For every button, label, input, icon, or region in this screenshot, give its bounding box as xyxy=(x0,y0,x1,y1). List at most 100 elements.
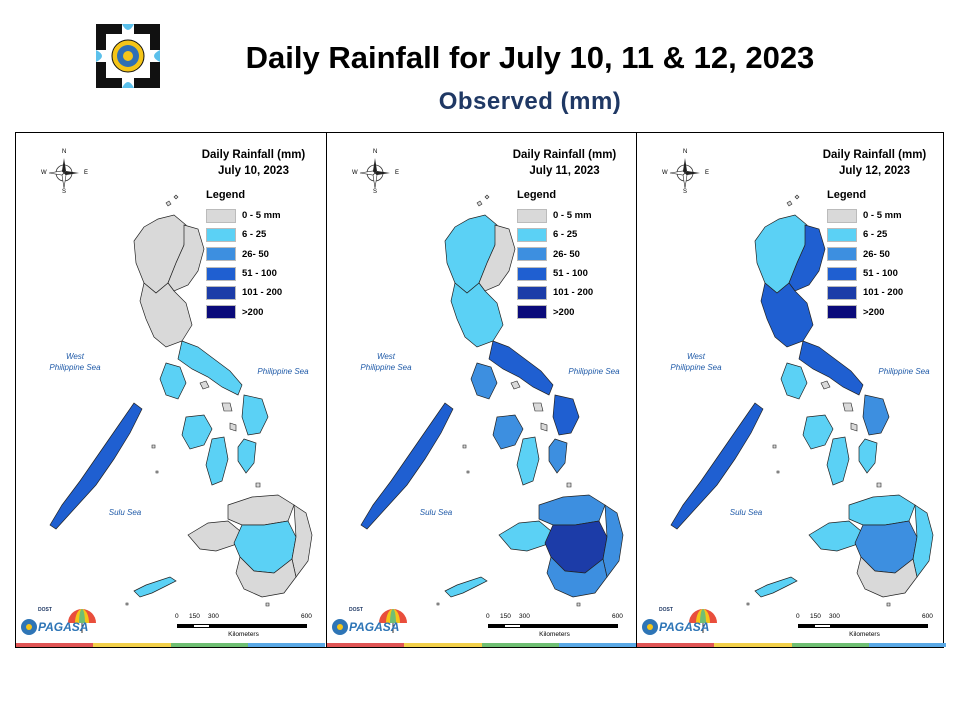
compass-s-label: S xyxy=(62,189,67,195)
panel-title: Daily Rainfall (mm) July 10, 2023 xyxy=(186,147,321,179)
color-strip xyxy=(637,643,946,647)
islet xyxy=(466,470,470,474)
panel-date: July 11, 2023 xyxy=(529,165,600,177)
legend-title: Legend xyxy=(206,189,246,201)
legend-title: Legend xyxy=(517,189,557,201)
panel-title: Daily Rainfall (mm) July 11, 2023 xyxy=(497,147,632,179)
region-mindoro xyxy=(470,362,498,400)
compass-w-label: W xyxy=(352,170,358,176)
legend-label: 26- 50 xyxy=(242,248,269,260)
legend-swatch xyxy=(827,285,857,300)
legend-swatch xyxy=(206,285,236,300)
color-strip-segment xyxy=(327,643,405,647)
islet xyxy=(173,194,179,200)
region-mindanao-south xyxy=(546,556,608,598)
islet xyxy=(820,380,831,390)
legend-swatch xyxy=(206,208,236,223)
region-leyte xyxy=(858,438,878,474)
color-strip-segment xyxy=(558,643,636,647)
islet xyxy=(199,380,210,390)
panel-date: July 10, 2023 xyxy=(218,165,289,177)
pagasa-logo: PAGASA DOST xyxy=(20,603,116,643)
region-bicol xyxy=(177,340,243,396)
compass-w-label: W xyxy=(41,170,47,176)
legend-row: 51 - 100 xyxy=(827,264,942,283)
pagasa-logo: PAGASA DOST xyxy=(641,603,737,643)
islet xyxy=(842,402,854,412)
color-strip-segment xyxy=(714,643,792,647)
color-strip-segment xyxy=(170,643,248,647)
region-samar xyxy=(241,394,269,436)
legend-row: 101 - 200 xyxy=(517,283,632,302)
region-mindoro xyxy=(780,362,808,400)
legend-label: 101 - 200 xyxy=(242,287,283,299)
color-strip-segment xyxy=(637,643,715,647)
pagasa-wordmark: PAGASA xyxy=(349,620,400,634)
legend-label: 51 - 100 xyxy=(553,268,588,280)
map-panel-july-10: N S W E Daily Rainfall (mm) July 10, 202… xyxy=(16,133,325,647)
compass-s-label: S xyxy=(373,189,378,195)
color-strip-segment xyxy=(791,643,869,647)
compass-n-label: N xyxy=(62,149,67,155)
map-panels-frame: N S W E Daily Rainfall (mm) July 10, 202… xyxy=(15,132,946,648)
islet xyxy=(125,602,129,606)
legend: Legend 0 - 5 mm 6 - 25 26- 50 51 - 100 101 -… xyxy=(827,189,942,322)
legend-label: >200 xyxy=(242,306,264,318)
region-negros xyxy=(826,436,850,486)
region-bicol xyxy=(488,340,554,396)
sea-label-west-philippine: West Philippine Sea xyxy=(670,352,722,372)
sea-label-philippine: Philippine Sea xyxy=(568,367,620,376)
region-leyte xyxy=(237,438,257,474)
legend-swatch xyxy=(206,266,236,281)
islet xyxy=(876,482,882,488)
pagasa-seal-logo xyxy=(96,24,160,88)
islet xyxy=(540,422,548,432)
legend-row: 26- 50 xyxy=(827,245,942,264)
legend-label: 26- 50 xyxy=(553,248,580,260)
legend-label: 0 - 5 mm xyxy=(242,210,281,222)
region-panay xyxy=(181,414,213,450)
legend-label: 101 - 200 xyxy=(553,287,594,299)
region-samar xyxy=(552,394,580,436)
compass-e-label: E xyxy=(395,170,400,176)
region-cagayan xyxy=(478,224,516,292)
legend-label: 101 - 200 xyxy=(863,287,904,299)
dost-label: DOST xyxy=(38,607,52,613)
scale-tick-300: 300 xyxy=(519,613,530,620)
legend-row: 6 - 25 xyxy=(517,225,632,244)
region-luzon-central xyxy=(760,282,814,348)
panel-title-text: Daily Rainfall (mm) xyxy=(201,149,306,161)
scale-tick-0: 0 xyxy=(175,613,179,620)
legend-row: 101 - 200 xyxy=(206,283,321,302)
islet xyxy=(850,422,858,432)
philippines-map xyxy=(670,194,934,607)
islet xyxy=(265,602,270,607)
region-sulu xyxy=(754,576,798,598)
region-bicol xyxy=(798,340,864,396)
region-mindanao-south xyxy=(856,556,918,598)
compass-s-label: S xyxy=(683,189,688,195)
legend-label: 0 - 5 mm xyxy=(863,210,902,222)
compass-rose-icon: N S W E xyxy=(662,149,709,195)
legend-label: 6 - 25 xyxy=(242,229,267,241)
region-mindoro xyxy=(159,362,187,400)
legend-swatch xyxy=(206,227,236,242)
scale-tick-150: 150 xyxy=(500,613,511,620)
legend-swatch xyxy=(827,266,857,281)
compass-e-label: E xyxy=(84,170,89,176)
region-sulu xyxy=(444,576,488,598)
region-negros xyxy=(516,436,540,486)
philippines-map xyxy=(49,194,313,607)
color-strip-segment xyxy=(93,643,171,647)
islet xyxy=(155,470,159,474)
legend-label: 6 - 25 xyxy=(553,229,578,241)
region-leyte xyxy=(548,438,568,474)
legend-swatch xyxy=(827,247,857,262)
page-title: Daily Rainfall for July 10, 11 & 12, 202… xyxy=(245,40,815,75)
islet xyxy=(151,444,156,449)
color-strip-segment xyxy=(868,643,946,647)
scale-tick-600: 600 xyxy=(922,613,933,620)
islet xyxy=(221,402,233,412)
color-strip-segment xyxy=(481,643,559,647)
region-cagayan xyxy=(167,224,205,292)
